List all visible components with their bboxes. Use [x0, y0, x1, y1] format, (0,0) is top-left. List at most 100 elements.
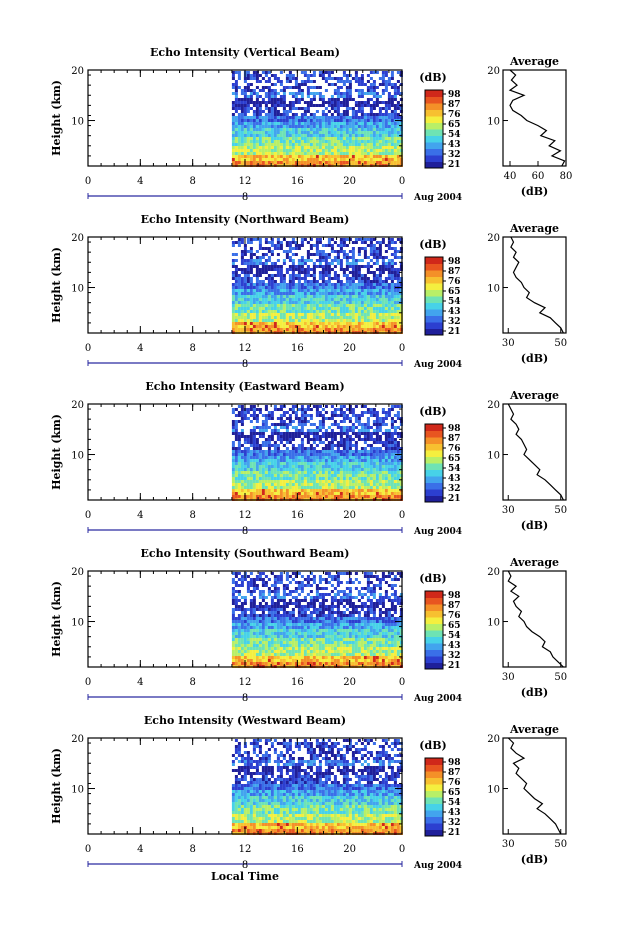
- heatmap-cell: [312, 286, 316, 289]
- heatmap-cell: [231, 304, 235, 307]
- heatmap-cell: [357, 298, 361, 301]
- heatmap-cell: [246, 89, 250, 92]
- heatmap-cell: [390, 238, 394, 241]
- heatmap-cell: [393, 256, 397, 259]
- heatmap-cell: [243, 283, 247, 286]
- heatmap-cell: [240, 298, 244, 301]
- heatmap-cell: [309, 286, 313, 289]
- heatmap-cell: [300, 322, 304, 325]
- heatmap-cell: [324, 271, 328, 274]
- heatmap-cell: [309, 471, 313, 474]
- heatmap-cell: [357, 95, 361, 98]
- heatmap-cell: [249, 146, 253, 149]
- heatmap-cell: [384, 80, 388, 83]
- heatmap-cell: [270, 113, 274, 116]
- heatmap-cell: [306, 492, 310, 495]
- heatmap-cell: [360, 280, 364, 283]
- heatmap-cell: [357, 423, 361, 426]
- heatmap-cell: [384, 441, 388, 444]
- heatmap-cell: [333, 122, 337, 125]
- heatmap-cell: [384, 155, 388, 158]
- heatmap-cell: [231, 450, 235, 453]
- heatmap-cell: [255, 265, 259, 268]
- heatmap-cell: [315, 438, 319, 441]
- heatmap-cell: [249, 310, 253, 313]
- heatmap-cell: [351, 456, 355, 459]
- heatmap-cell: [231, 101, 235, 104]
- heatmap-cell: [231, 259, 235, 262]
- heatmap-cell: [381, 152, 385, 155]
- heatmap-cell: [354, 459, 358, 462]
- heatmap-cell: [336, 143, 340, 146]
- heatmap-cell: [315, 161, 319, 164]
- heatmap-cell: [375, 98, 379, 101]
- heatmap-cell: [267, 426, 271, 429]
- heatmap-cell: [375, 471, 379, 474]
- heatmap-cell: [342, 474, 346, 477]
- heatmap-cell: [264, 119, 268, 122]
- heatmap-cell: [309, 462, 313, 465]
- heatmap: [231, 405, 403, 501]
- heatmap-cell: [300, 122, 304, 125]
- heatmap-cell: [237, 119, 241, 122]
- heatmap-cell: [396, 89, 400, 92]
- heatmap-cell: [312, 137, 316, 140]
- heatmap-cell: [330, 83, 334, 86]
- heatmap-cell: [309, 280, 313, 283]
- heatmap-cell: [243, 313, 247, 316]
- heatmap-cell: [267, 480, 271, 483]
- heatmap-cell: [315, 313, 319, 316]
- heatmap-cell: [351, 283, 355, 286]
- heatmap-cell: [255, 71, 259, 74]
- heatmap-cell: [363, 492, 367, 495]
- heatmap-cell: [375, 143, 379, 146]
- heatmap-cell: [318, 238, 322, 241]
- heatmap-cell: [318, 86, 322, 89]
- heatmap-cell: [249, 137, 253, 140]
- heatmap-cell: [330, 304, 334, 307]
- heatmap-cell: [246, 107, 250, 110]
- heatmap-cell: [282, 492, 286, 495]
- heatmap-cell: [243, 253, 247, 256]
- heatmap-cell: [252, 253, 256, 256]
- heatmap-cell: [318, 262, 322, 265]
- heatmap-cell: [366, 283, 370, 286]
- heatmap-cell: [321, 435, 325, 438]
- heatmap-cell: [324, 432, 328, 435]
- heatmap-cell: [381, 241, 385, 244]
- heatmap-cell: [381, 462, 385, 465]
- heatmap-cell: [243, 417, 247, 420]
- heatmap-cell: [312, 313, 316, 316]
- heatmap-cell: [300, 471, 304, 474]
- heatmap-cell: [378, 155, 382, 158]
- heatmap-cell: [339, 432, 343, 435]
- heatmap-cell: [321, 110, 325, 113]
- heatmap-cell: [384, 149, 388, 152]
- heatmap-cell: [273, 137, 277, 140]
- heatmap-cell: [270, 140, 274, 143]
- heatmap-cell: [387, 459, 391, 462]
- heatmap-cell: [258, 435, 262, 438]
- heatmap-cell: [246, 259, 250, 262]
- heatmap-cell: [249, 492, 253, 495]
- heatmap-cell: [339, 292, 343, 295]
- heatmap-cell: [279, 241, 283, 244]
- heatmap-cell: [378, 298, 382, 301]
- heatmap-cell: [297, 316, 301, 319]
- heatmap-cell: [342, 328, 346, 331]
- heatmap-cell: [339, 304, 343, 307]
- heatmap-cell: [363, 432, 367, 435]
- heatmap-cell: [306, 134, 310, 137]
- heatmap-cell: [282, 286, 286, 289]
- heatmap-cell: [348, 435, 352, 438]
- heatmap-cell: [279, 131, 283, 134]
- heatmap-cell: [369, 319, 373, 322]
- heatmap-cell: [327, 301, 331, 304]
- heatmap-cell: [279, 289, 283, 292]
- heatmap-cell: [390, 104, 394, 107]
- heatmap-cell: [288, 325, 292, 328]
- heatmap-cell: [306, 280, 310, 283]
- heatmap-cell: [351, 483, 355, 486]
- heatmap-cell: [378, 474, 382, 477]
- x-tick-label: 0: [399, 343, 405, 354]
